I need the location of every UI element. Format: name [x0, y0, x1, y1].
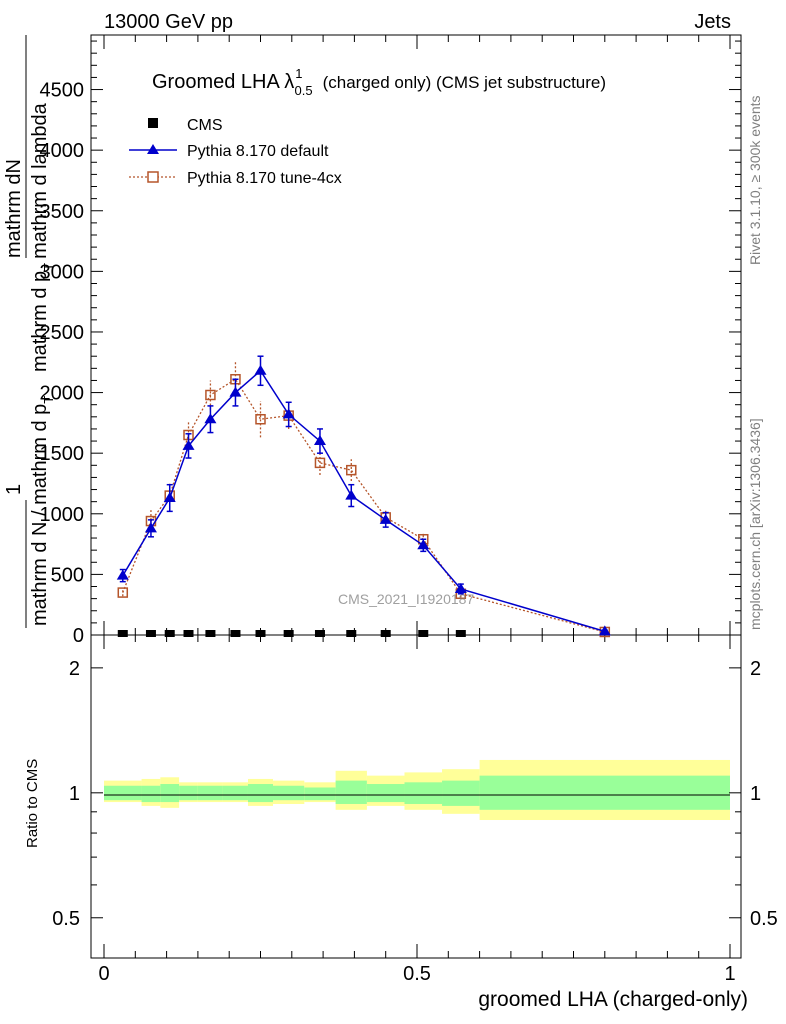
mcplots-label: mcplots.cern.ch [arXiv:1306.3436]	[747, 418, 763, 630]
series-cms-point	[283, 630, 294, 637]
series-default-point	[598, 625, 611, 636]
x-tick-label: 0	[98, 963, 109, 985]
series-cms-point	[346, 630, 357, 637]
series-default-point	[282, 408, 295, 419]
x-axis-label: groomed LHA (charged-only)	[478, 988, 748, 1011]
series-default-point	[144, 522, 157, 533]
series-default-point	[313, 435, 326, 446]
series-cms-point	[164, 630, 175, 637]
series-default-point	[379, 513, 392, 524]
series-cms-point	[314, 630, 325, 637]
y-tick-label: 1500	[40, 443, 85, 465]
y-tick-label: 4000	[40, 140, 85, 162]
y-label-numer: mathrm dN	[3, 159, 25, 258]
upper-y-axis-label: mathrm dN mathrm d pTmathrm d lambda 1 m…	[3, 35, 56, 628]
y-tick-label: 3500	[40, 201, 85, 223]
chart-title-rest: (charged only) (CMS jet substructure)	[323, 73, 606, 92]
ratio-tick-label-right: 2	[750, 658, 761, 680]
ratio-tick-label-left: 0.5	[52, 908, 80, 930]
upper-y-ticks: 0 500 1000 1500 2000 2500 3000 3500 4000 4500	[40, 40, 741, 647]
ratio-band-inner	[179, 785, 198, 801]
series-default-line	[122, 369, 606, 633]
series-default-point	[417, 539, 430, 550]
ratio-band-inner	[404, 782, 443, 804]
series-tune-point	[255, 413, 266, 425]
legend-tune-label: Pythia 8.170 tune-4cx	[187, 170, 342, 187]
y-tick-label: 0	[73, 625, 84, 647]
y-label-denom: mathrm d pTmathrm d lambda	[29, 102, 56, 372]
analysis-watermark: CMS_2021_I1920187	[338, 591, 474, 607]
series-cms-point	[418, 630, 429, 637]
series-default-point	[182, 439, 195, 450]
series-tune-point	[205, 389, 216, 401]
series-tune-line	[122, 378, 605, 633]
legend-default-label: Pythia 8.170 default	[187, 143, 329, 160]
series-cms-point	[380, 630, 391, 637]
chart-title: Groomed LHA λ1 0.5 (charged only) (CMS jet…	[152, 66, 606, 98]
y-tick-label: 2000	[40, 383, 85, 405]
legend-default-marker	[147, 144, 159, 154]
series-tune-point	[346, 464, 357, 476]
chart-title-sub: 0.5	[295, 83, 313, 98]
series-cms-point	[145, 630, 156, 637]
ratio-tick-label-right: 0.5	[750, 908, 778, 930]
ratio-band-inner	[222, 785, 248, 801]
ratio-tick-label-right: 1	[750, 783, 761, 805]
series-default-point	[345, 489, 358, 500]
ratio-band-inner	[442, 780, 480, 806]
y-tick-label: 4500	[40, 80, 85, 102]
series-default-point	[163, 492, 176, 503]
series-cms-point	[230, 630, 241, 637]
x-tick-label: 0.5	[403, 963, 431, 985]
legend: CMS Pythia 8.170 default Pythia 8.170 tu…	[129, 117, 342, 187]
series-cms-point	[183, 630, 194, 637]
series-cms-point	[455, 630, 466, 637]
process-label: Jets	[694, 11, 731, 33]
ratio-band-inner	[273, 785, 305, 801]
ratio-band-inner	[104, 785, 142, 801]
ratio-band-inner	[160, 784, 180, 803]
series-cms-point	[205, 630, 216, 637]
lower-y-axis-label: Ratio to CMS	[24, 759, 41, 848]
legend-tune-marker	[147, 171, 159, 183]
series-default-point	[116, 569, 129, 580]
series-layer	[116, 355, 611, 638]
y-label-frac-denom: mathrm d N / mathrm d pT	[29, 396, 56, 626]
ratio-band-inner	[335, 780, 367, 804]
y-tick-label: 3000	[40, 261, 85, 283]
x-tick-label: 1	[724, 963, 735, 985]
ratio-band-inner	[197, 785, 223, 801]
legend-cms-label: CMS	[187, 117, 223, 134]
rivet-label: Rivet 3.1.10, ≥ 300k events	[747, 95, 763, 265]
y-label-frac-numer: 1	[3, 484, 25, 495]
series-cms-point	[255, 630, 266, 637]
ratio-band-inner	[479, 775, 730, 810]
y-tick-label: 1000	[40, 504, 85, 526]
y-tick-label: 2500	[40, 322, 85, 344]
series-default-point	[254, 364, 267, 375]
ratio-band-inner	[247, 784, 274, 803]
lower-y-ticks: 0.5 0.5 1 1 2 2	[52, 658, 778, 930]
lower-plot-frame	[90, 634, 742, 959]
series-default-point	[204, 413, 217, 424]
series-default-point	[229, 386, 242, 397]
series-cms-point	[117, 630, 128, 637]
ratio-band-inner	[366, 784, 405, 803]
ratio-band-inner	[304, 787, 336, 801]
energy-label: 13000 GeV pp	[104, 11, 233, 33]
ratio-bands	[104, 759, 730, 821]
ratio-tick-label-left: 2	[69, 658, 80, 680]
ratio-tick-label-left: 1	[69, 783, 80, 805]
series-default-point	[454, 582, 467, 593]
ratio-band-inner	[141, 785, 161, 803]
chart-title-sup: 1	[295, 66, 302, 81]
series-tune-point	[117, 587, 129, 598]
y-tick-label: 500	[51, 564, 84, 586]
chart-title-main: Groomed LHA λ	[152, 71, 294, 93]
series-tune-point	[314, 457, 326, 469]
legend-cms-marker	[148, 118, 158, 128]
